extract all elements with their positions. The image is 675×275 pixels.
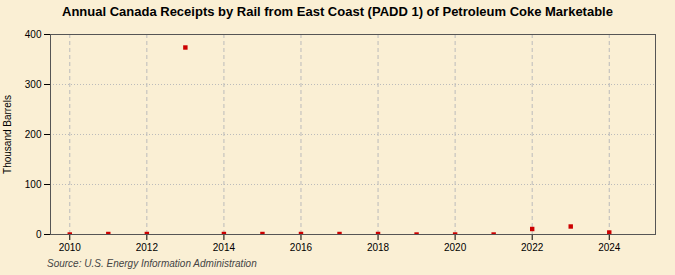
svg-text:400: 400 [25, 29, 42, 40]
svg-text:2016: 2016 [290, 242, 313, 253]
svg-text:200: 200 [25, 129, 42, 140]
svg-text:300: 300 [25, 79, 42, 90]
svg-text:2014: 2014 [213, 242, 236, 253]
html-text:Source: U.S. Energy Informatio: Source: U.S. Energy Information Administ… [47, 258, 257, 269]
svg-text:2020: 2020 [444, 242, 467, 253]
svg-text:2022: 2022 [521, 242, 544, 253]
svg-text:100: 100 [25, 179, 42, 190]
svg-text:Thousand Barrels: Thousand Barrels [2, 95, 13, 174]
svg-text:2012: 2012 [136, 242, 159, 253]
html-text:Annual Canada Receipts by Rail: Annual Canada Receipts by Rail from East… [62, 4, 613, 19]
svg-text:2010: 2010 [59, 242, 82, 253]
svg-text:0: 0 [36, 229, 42, 240]
svg-text:2024: 2024 [598, 242, 621, 253]
svg-text:2018: 2018 [367, 242, 390, 253]
